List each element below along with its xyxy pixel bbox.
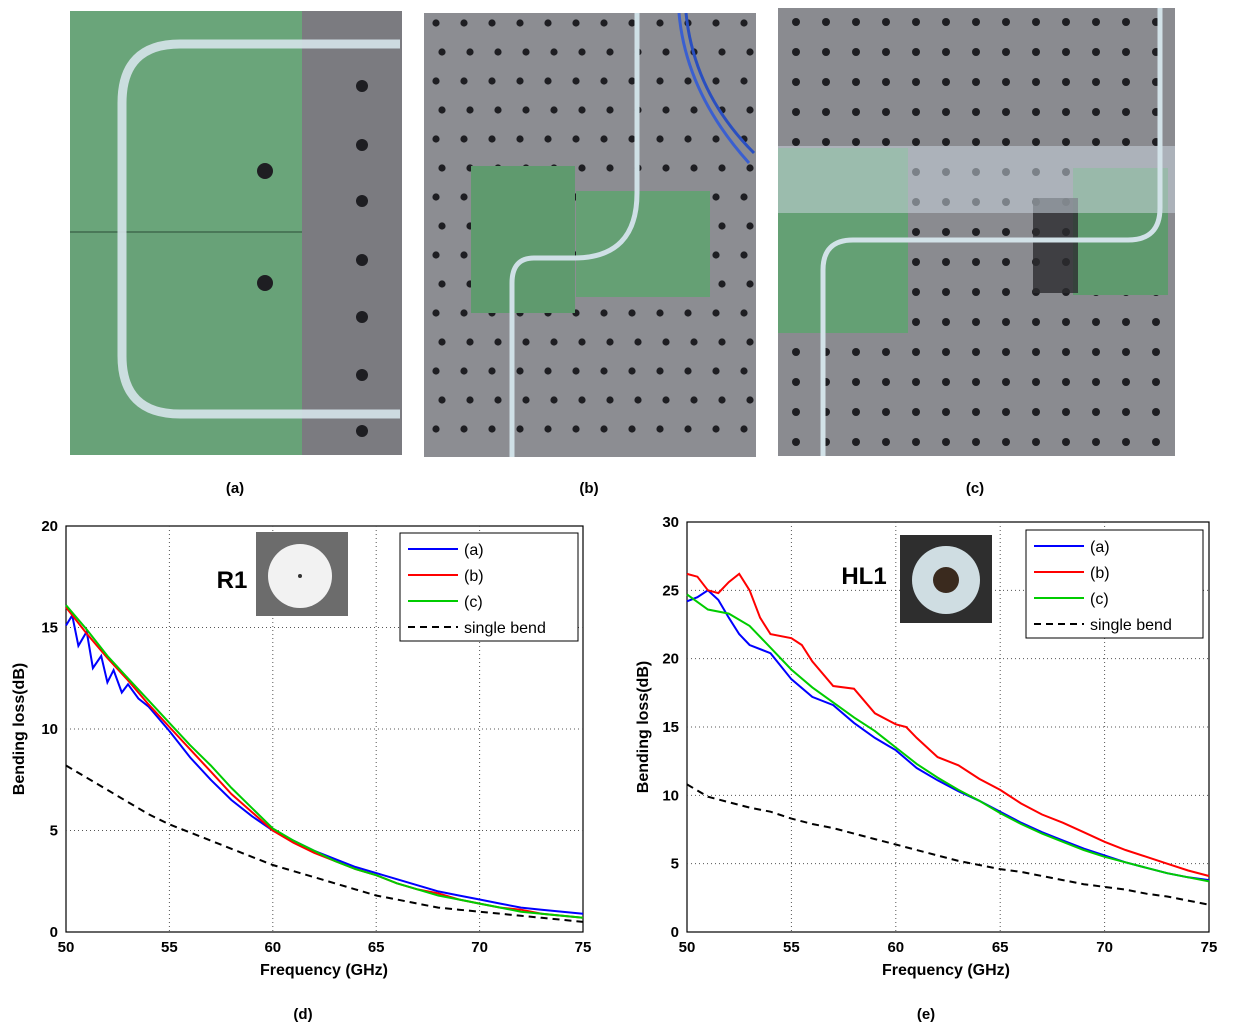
x-tick-label: 65 (368, 939, 385, 956)
chart-e-ticks: 50 55 60 65 70 75 0 5 10 15 20 25 30 (662, 514, 1217, 956)
series-line-c (686, 593, 1210, 883)
photo-label-b: (b) (579, 480, 599, 497)
y-tick-label: 0 (50, 924, 58, 941)
legend-label: single bend (1090, 617, 1172, 634)
x-tick-label: 75 (575, 939, 592, 956)
chart-e-plot-area (686, 521, 1210, 933)
x-tick-label: 55 (161, 939, 178, 956)
legend-label: (c) (464, 594, 483, 611)
photo-b (424, 13, 756, 457)
legend-label: (c) (1090, 591, 1109, 608)
chart-d-xlabel: Frequency (GHz) (260, 962, 388, 979)
x-tick-label: 65 (992, 939, 1009, 956)
chart-e-lines (686, 572, 1210, 906)
y-tick-label: 25 (662, 582, 679, 599)
photo-a (70, 11, 402, 455)
chart-d: 50 55 60 65 70 75 0 5 10 15 20 Frequency (GHz) Ben… (11, 518, 591, 1023)
x-tick-label: 60 (887, 939, 904, 956)
photo-label-c: (c) (965, 480, 985, 497)
chart-d-inset-label: R1 (217, 567, 248, 594)
chart-d-legend: (a) (b) (c) single bend (399, 532, 579, 642)
series-line-single-bend (686, 783, 1210, 906)
y-tick-label: 20 (662, 651, 679, 668)
chart-e-xlabel: Frequency (GHz) (882, 962, 1010, 979)
series-line-c (65, 604, 584, 919)
y-tick-label: 20 (41, 518, 58, 535)
chart-d-inset: R1 (217, 532, 348, 616)
series-line-b (686, 572, 1210, 877)
series-line-a (686, 589, 1210, 882)
x-tick-label: 70 (471, 939, 488, 956)
y-tick-label: 30 (662, 514, 679, 531)
legend-label: (b) (1090, 565, 1110, 582)
series-line-single-bend (65, 764, 584, 923)
chart-e-grid (687, 522, 1209, 932)
chart-e-inset: HL1 (841, 535, 992, 623)
legend-label: (b) (464, 568, 484, 585)
y-tick-label: 5 (671, 856, 679, 873)
chart-d-ylabel: Bending loss(dB) (11, 663, 28, 795)
chart-d-lines (65, 604, 584, 923)
photo-a-illustration (70, 11, 402, 455)
x-tick-label: 70 (1096, 939, 1113, 956)
chart-e-panel-label: (e) (917, 1006, 935, 1023)
y-tick-label: 15 (662, 719, 679, 736)
chart-d-panel-label: (d) (293, 1006, 312, 1023)
chart-e-legend: (a) (b) (c) single bend (1025, 529, 1204, 639)
series-line-a (65, 612, 584, 915)
photo-b-illustration (424, 13, 756, 457)
x-tick-label: 55 (783, 939, 800, 956)
chart-d-ticks: 50 55 60 65 70 75 0 5 10 15 20 (41, 518, 591, 956)
x-tick-label: 60 (264, 939, 281, 956)
legend-label: (a) (464, 542, 484, 559)
y-tick-label: 10 (662, 787, 679, 804)
legend-label: single bend (464, 620, 546, 637)
x-tick-label: 50 (58, 939, 75, 956)
y-tick-label: 5 (50, 823, 58, 840)
legend-label: (a) (1090, 539, 1110, 556)
x-tick-label: 50 (679, 939, 696, 956)
x-tick-label: 75 (1201, 939, 1218, 956)
photo-c-illustration (778, 8, 1175, 456)
y-tick-label: 0 (671, 924, 679, 941)
y-tick-label: 10 (41, 721, 58, 738)
photo-label-a: (a) (225, 480, 245, 497)
chart-e-ylabel: Bending loss(dB) (635, 661, 652, 793)
chart-e-inset-label: HL1 (841, 563, 886, 590)
y-tick-label: 15 (41, 620, 58, 637)
photo-c (778, 8, 1175, 456)
